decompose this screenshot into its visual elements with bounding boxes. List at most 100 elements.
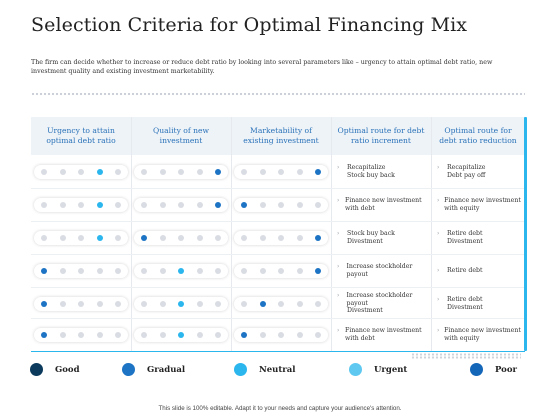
rating-dot-selected [41, 300, 47, 307]
quality-scale [134, 296, 228, 311]
rating-dot [259, 168, 266, 175]
dotted-decoration [411, 353, 521, 359]
legend-swatch [122, 363, 135, 376]
rating-dot-selected [178, 300, 184, 307]
column-divider [331, 117, 332, 351]
table-row: › Finance new investment with debt › Financ… [31, 318, 525, 351]
rating-dot [159, 234, 166, 241]
column-divider [431, 117, 432, 351]
table-bottom-border [31, 351, 525, 352]
rating-dot [196, 331, 203, 338]
rating-dot [278, 201, 284, 208]
urgency-cell [31, 287, 131, 320]
chevron-right-icon: › [337, 196, 340, 204]
rating-dot [59, 234, 66, 241]
rating-dot [141, 331, 147, 338]
legend-item: Urgent [349, 363, 407, 376]
legend-swatch [234, 363, 247, 376]
column-header-increment: Optimal route for debt ratio increment [331, 117, 431, 155]
marketability-cell [231, 254, 331, 287]
urgency-scale [34, 230, 128, 245]
reduction-route-cell: › Retire debt Divestment [431, 221, 525, 254]
route-item: › Finance new investment with equity [437, 197, 525, 213]
legend-label: Neutral [259, 364, 296, 375]
legend-item: Gradual [122, 363, 185, 376]
row-divider [31, 221, 525, 222]
rating-dot [278, 168, 284, 175]
quality-scale [134, 327, 228, 342]
page-title: Selection Criteria for Optimal Financing… [31, 14, 468, 36]
rating-dot [196, 201, 203, 208]
route-item: › Finance new investment with equity [437, 327, 525, 343]
chevron-right-icon: › [437, 163, 440, 171]
rating-dot-selected [315, 267, 321, 274]
rating-dot [78, 201, 84, 208]
route-text: Finance new investment with debt [344, 196, 422, 212]
rating-dot [96, 300, 103, 307]
route-item: › Retire debt [437, 230, 482, 238]
rating-dot [41, 201, 47, 208]
route-text: Divestment [447, 303, 483, 311]
marketability-cell [231, 155, 331, 188]
rating-dot-selected [241, 201, 247, 208]
route-item: Divestment [437, 304, 483, 312]
chevron-right-icon [437, 304, 447, 312]
rating-dot [215, 300, 221, 307]
rating-dot-selected [41, 267, 47, 274]
rating-dot [78, 267, 84, 274]
route-text: Stock buy back [347, 229, 395, 237]
increment-route-cell: › Increase stockholder payout [331, 254, 431, 287]
route-item: › Increase stockholder payout [337, 263, 431, 279]
route-text: Increase stockholder payout [346, 291, 413, 307]
rating-dot [115, 267, 121, 274]
chevron-right-icon [337, 172, 347, 180]
rating-dot-selected [96, 234, 103, 241]
urgency-scale [34, 327, 128, 342]
rating-dot [141, 300, 147, 307]
row-divider [31, 287, 525, 288]
reduction-route-cell: › Finance new investment with equity [431, 188, 525, 221]
rating-dot [178, 234, 184, 241]
legend-item: Poor [470, 363, 517, 376]
rating-dot [296, 331, 303, 338]
rating-dot [196, 300, 203, 307]
table-scrollbar[interactable] [524, 117, 527, 351]
rating-dot-selected [178, 267, 184, 274]
table-header: Urgency to attain optimal debt ratio Qua… [31, 117, 525, 155]
route-text: Retire debt [447, 229, 483, 237]
column-header-marketability: Marketability of existing investment [231, 117, 331, 155]
chevron-right-icon: › [437, 196, 440, 204]
rating-dot [215, 234, 221, 241]
rating-dot [115, 201, 121, 208]
legend: Good Gradual Neutral Urgent Poor [30, 363, 530, 379]
urgency-cell [31, 155, 131, 188]
chevron-right-icon: › [337, 163, 340, 171]
legend-label: Gradual [147, 364, 186, 375]
rating-dot [278, 267, 284, 274]
rating-dot [59, 267, 66, 274]
chevron-right-icon [437, 238, 447, 246]
rating-dot-selected [259, 300, 266, 307]
route-text: Recapitalize [347, 163, 386, 171]
chevron-right-icon: › [437, 229, 440, 237]
column-header-quality: Quality of new investment [131, 117, 231, 155]
rating-dot [241, 168, 247, 175]
rating-dot [96, 267, 103, 274]
route-text: Divestment [347, 237, 383, 245]
rating-dot [78, 234, 84, 241]
rating-dot [296, 234, 303, 241]
rating-dot [159, 267, 166, 274]
rating-dot [115, 234, 121, 241]
route-text: Stock buy back [347, 171, 395, 179]
rating-dot-selected [215, 168, 221, 175]
route-text: Finance new investment with equity [444, 196, 521, 212]
reduction-route-cell: › Retire debt Divestment [431, 287, 525, 320]
route-item: › Recapitalize [337, 164, 385, 172]
route-text: Divestment [347, 307, 383, 315]
rating-dot [215, 331, 221, 338]
marketability-scale [234, 164, 328, 179]
legend-item: Good [30, 363, 80, 376]
route-item: Debt pay off [437, 172, 485, 180]
marketability-scale [234, 263, 328, 278]
rating-dot [59, 331, 66, 338]
